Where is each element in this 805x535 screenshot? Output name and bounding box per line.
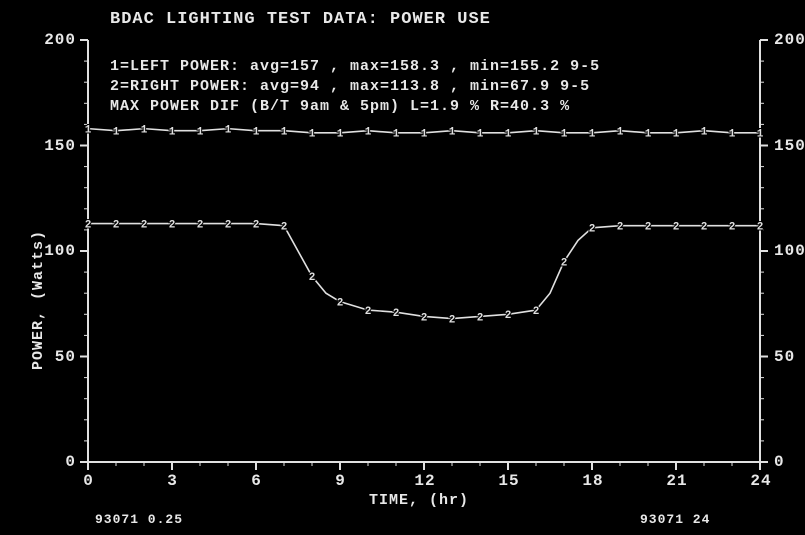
footer-left: 93071 0.25 (95, 512, 183, 527)
y-tick-label-right: 0 (774, 453, 785, 471)
svg-text:1: 1 (225, 124, 232, 136)
svg-text:1: 1 (561, 129, 568, 141)
x-tick-label: 6 (251, 472, 262, 490)
x-tick-label: 15 (498, 472, 519, 490)
x-tick-label: 12 (414, 472, 435, 490)
y-tick-label-right: 50 (774, 348, 795, 366)
svg-text:2: 2 (673, 222, 680, 234)
info-line-2: 2=RIGHT POWER: avg=94 , max=113.8 , min=… (110, 78, 590, 95)
svg-text:1: 1 (169, 127, 176, 139)
svg-text:2: 2 (561, 257, 568, 269)
svg-text:1: 1 (645, 129, 652, 141)
svg-text:1: 1 (729, 129, 736, 141)
chart-root: BDAC LIGHTING TEST DATA: POWER USE 1=LEF… (0, 0, 805, 535)
svg-text:1: 1 (757, 129, 764, 141)
svg-text:2: 2 (281, 222, 288, 234)
svg-text:2: 2 (589, 224, 596, 236)
svg-text:1: 1 (421, 129, 428, 141)
y-tick-label: 200 (44, 31, 76, 49)
svg-text:2: 2 (337, 297, 344, 309)
svg-text:1: 1 (365, 127, 372, 139)
x-tick-label: 9 (335, 472, 346, 490)
svg-text:2: 2 (645, 222, 652, 234)
svg-text:1: 1 (141, 124, 148, 136)
chart-title: BDAC LIGHTING TEST DATA: POWER USE (110, 10, 491, 29)
y-tick-label: 0 (65, 453, 76, 471)
info-line-1: 1=LEFT POWER: avg=157 , max=158.3 , min=… (110, 58, 600, 75)
svg-text:1: 1 (505, 129, 512, 141)
svg-text:1: 1 (281, 127, 288, 139)
svg-text:1: 1 (701, 127, 708, 139)
svg-text:2: 2 (365, 306, 372, 318)
svg-text:2: 2 (533, 306, 540, 318)
svg-text:2: 2 (701, 222, 708, 234)
svg-text:1: 1 (197, 127, 204, 139)
svg-text:1: 1 (449, 127, 456, 139)
x-tick-label: 21 (666, 472, 687, 490)
svg-text:2: 2 (449, 314, 456, 326)
svg-text:1: 1 (113, 127, 120, 139)
svg-text:2: 2 (309, 272, 316, 284)
svg-text:1: 1 (477, 129, 484, 141)
svg-text:2: 2 (505, 310, 512, 322)
footer-right: 93071 24 (640, 512, 710, 527)
svg-text:2: 2 (85, 219, 92, 231)
x-tick-label: 0 (83, 472, 94, 490)
svg-text:1: 1 (253, 127, 260, 139)
y-tick-label: 150 (44, 137, 76, 155)
svg-text:2: 2 (393, 308, 400, 320)
y-tick-label-right: 150 (774, 137, 805, 155)
svg-text:1: 1 (673, 129, 680, 141)
x-axis-label: TIME, (hr) (369, 492, 469, 509)
svg-text:1: 1 (393, 129, 400, 141)
svg-text:1: 1 (309, 129, 316, 141)
svg-text:2: 2 (477, 312, 484, 324)
svg-text:2: 2 (225, 219, 232, 231)
svg-text:2: 2 (729, 222, 736, 234)
y-tick-label-right: 100 (774, 242, 805, 260)
svg-text:2: 2 (253, 219, 260, 231)
y-tick-label: 50 (55, 348, 76, 366)
x-tick-label: 24 (750, 472, 771, 490)
x-tick-label: 3 (167, 472, 178, 490)
svg-text:2: 2 (169, 219, 176, 231)
info-line-3: MAX POWER DIF (B/T 9am & 5pm) L=1.9 % R=… (110, 98, 570, 115)
svg-text:1: 1 (85, 124, 92, 136)
svg-text:1: 1 (337, 129, 344, 141)
svg-text:1: 1 (617, 127, 624, 139)
x-tick-label: 18 (582, 472, 603, 490)
y-tick-label: 100 (44, 242, 76, 260)
svg-text:2: 2 (421, 312, 428, 324)
y-tick-label-right: 200 (774, 31, 805, 49)
svg-text:2: 2 (617, 222, 624, 234)
svg-text:1: 1 (533, 127, 540, 139)
svg-text:1: 1 (589, 129, 596, 141)
svg-text:2: 2 (197, 219, 204, 231)
svg-text:2: 2 (113, 219, 120, 231)
svg-text:2: 2 (141, 219, 148, 231)
svg-text:2: 2 (757, 222, 764, 234)
